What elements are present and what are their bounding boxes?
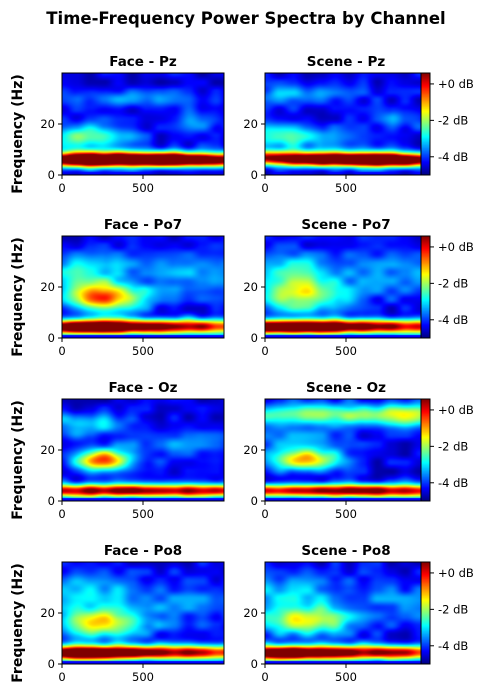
colorbar-tick-label: -2 dB xyxy=(438,276,468,290)
x-tick-label-face-po7: 0 xyxy=(58,344,65,358)
panel-title-scene-pz: Scene - Pz xyxy=(307,54,386,70)
y-tick-label-face-oz: 0 xyxy=(48,494,55,508)
heatmap-scene-po7 xyxy=(265,236,427,338)
heatmap-scene-pz xyxy=(265,73,427,175)
heatmap-scene-po8 xyxy=(265,562,427,664)
panel-title-face-pz: Face - Pz xyxy=(109,54,177,70)
panel-scene-po8: Scene - Po8 0 500 0 20 xyxy=(243,543,427,684)
heatmap-scene-oz xyxy=(265,399,427,501)
heatmap-face-po8 xyxy=(62,562,224,664)
panel-title-scene-po8: Scene - Po8 xyxy=(301,543,390,559)
colorbar-gradient xyxy=(421,562,430,664)
x-tick-label-scene-pz: 500 xyxy=(335,181,357,195)
panel-face-oz: Face - Oz 0 500 0 20 xyxy=(40,380,224,521)
colorbar-tick-label: -2 dB xyxy=(438,439,468,453)
colorbar-row-2: +0 dB -2 dB -4 dB xyxy=(421,236,474,338)
x-tick-label-face-pz: 500 xyxy=(132,181,154,195)
panel-title-scene-oz: Scene - Oz xyxy=(306,380,386,396)
y-tick-label-scene-oz: 0 xyxy=(251,494,258,508)
heatmap-face-oz xyxy=(62,399,224,501)
colorbar-row-4: +0 dB -2 dB -4 dB xyxy=(421,562,474,664)
panel-face-po7: Face - Po7 0 500 0 20 xyxy=(40,217,224,358)
colorbar-tick-label: +0 dB xyxy=(438,240,474,254)
y-tick-label-scene-oz: 20 xyxy=(243,443,258,457)
colorbar-tick-label: -4 dB xyxy=(438,313,468,327)
x-tick-label-scene-oz: 0 xyxy=(261,507,268,521)
panel-title-scene-po7: Scene - Po7 xyxy=(301,217,390,233)
y-tick-label-scene-po7: 20 xyxy=(243,280,258,294)
heatmap-face-po7 xyxy=(62,236,224,338)
x-tick-label-scene-pz: 0 xyxy=(261,181,268,195)
y-tick-label-scene-po7: 0 xyxy=(251,331,258,345)
y-tick-label-face-po8: 20 xyxy=(40,606,55,620)
y-tick-label-face-po8: 0 xyxy=(48,657,55,671)
colorbar-tick-label: +0 dB xyxy=(438,566,474,580)
panel-title-face-po7: Face - Po7 xyxy=(104,217,182,233)
x-tick-label-scene-po7: 0 xyxy=(261,344,268,358)
panel-face-po8: Face - Po8 0 500 0 20 xyxy=(40,543,224,684)
y-axis-label: Frequency (Hz) xyxy=(10,74,26,193)
colorbar-row-1: +0 dB -2 dB -4 dB xyxy=(421,73,474,175)
panel-scene-pz: Scene - Pz 0 500 0 20 xyxy=(243,54,427,195)
x-tick-label-face-oz: 0 xyxy=(58,507,65,521)
y-axis-label: Frequency (Hz) xyxy=(10,563,26,682)
x-tick-label-scene-po7: 500 xyxy=(335,344,357,358)
x-tick-label-scene-po8: 500 xyxy=(335,670,357,684)
x-tick-label-face-pz: 0 xyxy=(58,181,65,195)
y-axis-label: Frequency (Hz) xyxy=(10,400,26,519)
colorbar-tick-label: -4 dB xyxy=(438,476,468,490)
x-tick-label-face-oz: 500 xyxy=(132,507,154,521)
y-tick-label-face-po7: 20 xyxy=(40,280,55,294)
x-tick-label-face-po8: 500 xyxy=(132,670,154,684)
colorbar-gradient xyxy=(421,236,430,338)
y-tick-label-face-oz: 20 xyxy=(40,443,55,457)
colorbar-tick-label: -4 dB xyxy=(438,639,468,653)
panel-scene-po7: Scene - Po7 0 500 0 20 xyxy=(243,217,427,358)
panel-title-face-oz: Face - Oz xyxy=(108,380,177,396)
x-tick-label-face-po8: 0 xyxy=(58,670,65,684)
colorbar-tick-label: +0 dB xyxy=(438,77,474,91)
y-tick-label-face-po7: 0 xyxy=(48,331,55,345)
x-tick-label-scene-oz: 500 xyxy=(335,507,357,521)
panel-face-pz: Face - Pz 0 500 0 20 xyxy=(40,54,224,195)
colorbar-tick-label: +0 dB xyxy=(438,403,474,417)
heatmap-face-pz xyxy=(62,73,224,175)
y-axis-label: Frequency (Hz) xyxy=(10,237,26,356)
colorbar-row-3: +0 dB -2 dB -4 dB xyxy=(421,399,474,501)
colorbar-tick-label: -4 dB xyxy=(438,150,468,164)
y-tick-label-scene-po8: 0 xyxy=(251,657,258,671)
colorbar-gradient xyxy=(421,399,430,501)
colorbar-tick-label: -2 dB xyxy=(438,113,468,127)
y-tick-label-face-pz: 0 xyxy=(48,168,55,182)
x-tick-label-scene-po8: 0 xyxy=(261,670,268,684)
panel-title-face-po8: Face - Po8 xyxy=(104,543,182,559)
colorbar-tick-label: -2 dB xyxy=(438,602,468,616)
y-tick-label-face-pz: 20 xyxy=(40,117,55,131)
x-tick-label-face-po7: 500 xyxy=(132,344,154,358)
y-tick-label-scene-pz: 20 xyxy=(243,117,258,131)
y-tick-label-scene-po8: 20 xyxy=(243,606,258,620)
figure-title: Time-Frequency Power Spectra by Channel xyxy=(46,9,445,28)
panel-scene-oz: Scene - Oz 0 500 0 20 xyxy=(243,380,427,521)
colorbar-gradient xyxy=(421,73,430,175)
y-tick-label-scene-pz: 0 xyxy=(251,168,258,182)
